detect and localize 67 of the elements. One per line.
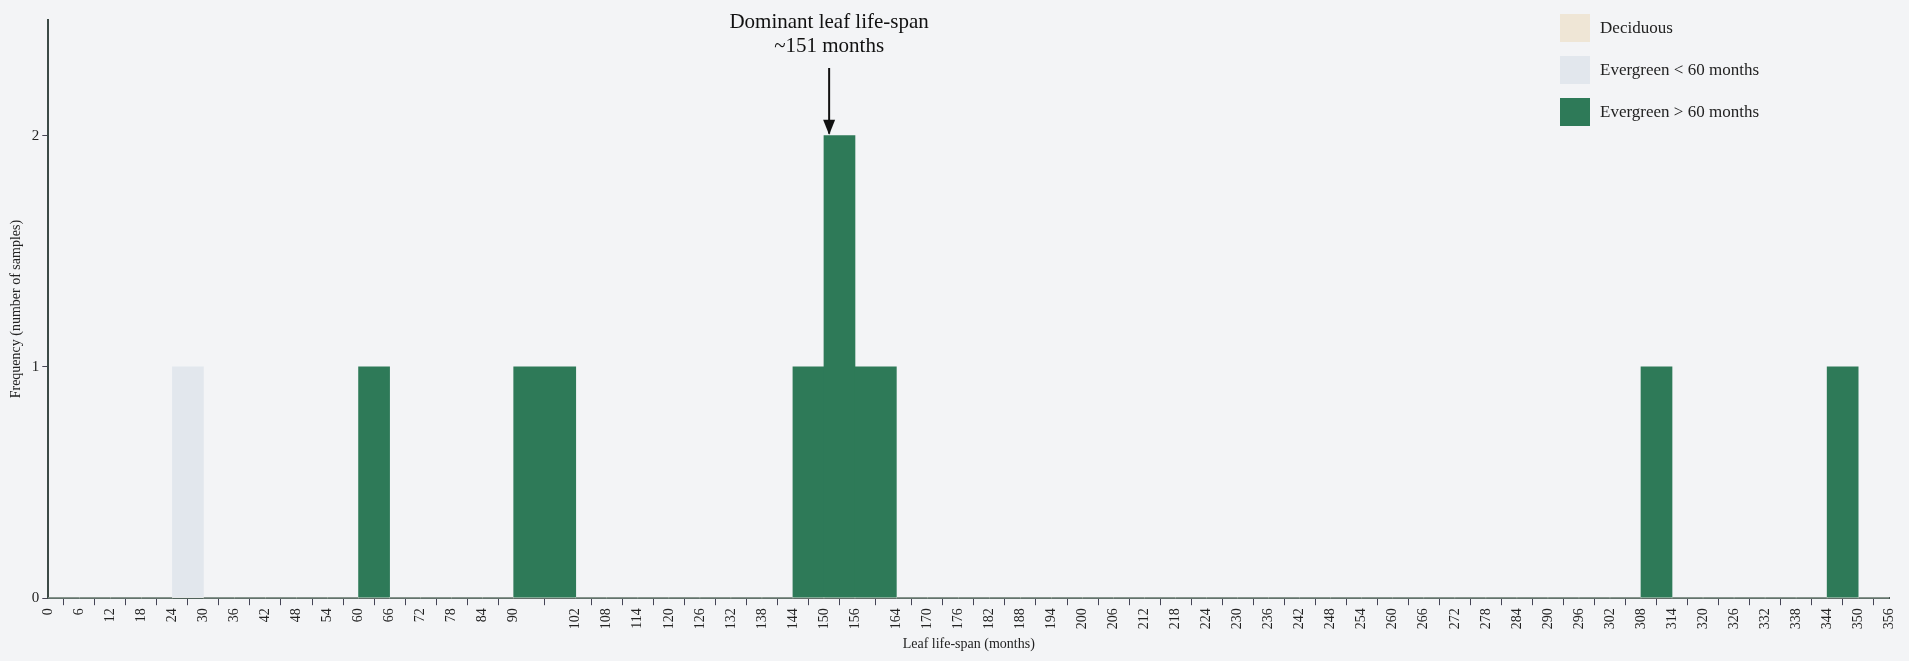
x-tick-label: 60 xyxy=(350,608,366,623)
x-tick-label: 126 xyxy=(691,608,707,630)
x-tick-label: 332 xyxy=(1756,608,1772,630)
x-tick-label: 296 xyxy=(1570,608,1586,630)
x-tick-label: 344 xyxy=(1818,608,1834,630)
x-tick-label: 170 xyxy=(919,608,935,630)
x-tick-label: 326 xyxy=(1725,608,1741,630)
x-tick-label: 290 xyxy=(1539,608,1555,630)
x-tick-label: 266 xyxy=(1415,608,1431,630)
x-tick-label: 78 xyxy=(443,608,459,623)
x-tick-label: 48 xyxy=(288,608,304,623)
x-tick-label: 188 xyxy=(1012,608,1028,630)
x-tick-label: 236 xyxy=(1260,608,1276,630)
x-tick-label: 314 xyxy=(1663,608,1679,630)
x-tick-label: 164 xyxy=(888,608,904,630)
x-tick-label: 182 xyxy=(981,608,997,630)
x-tick-label: 218 xyxy=(1167,608,1183,630)
x-tick-label: 272 xyxy=(1446,608,1462,630)
x-tick-label: 200 xyxy=(1074,608,1090,630)
x-tick-label: 42 xyxy=(257,608,273,623)
x-tick-label: 242 xyxy=(1291,608,1307,630)
y-tick-label: 2 xyxy=(31,126,40,143)
x-tick-label: 144 xyxy=(784,608,800,630)
y-axis-title: Frequency (number of samples) xyxy=(8,219,25,399)
x-tick-label: 114 xyxy=(629,608,645,629)
annotation: Dominant leaf life-span ~151 months xyxy=(729,9,930,58)
x-tick-label: 260 xyxy=(1384,608,1400,630)
x-tick-label: 206 xyxy=(1105,608,1121,630)
legend-label: Evergreen < 60 months xyxy=(1600,60,1759,80)
x-tick-label: 224 xyxy=(1198,608,1214,630)
x-tick-label: 302 xyxy=(1601,608,1617,630)
x-tick-label: 320 xyxy=(1694,608,1710,630)
y-tick-label: 1 xyxy=(31,357,40,374)
x-tick-label: 284 xyxy=(1508,608,1524,630)
x-tick-label: 308 xyxy=(1632,608,1648,630)
x-tick-label: 176 xyxy=(950,608,966,630)
x-tick-label: 108 xyxy=(598,608,614,630)
x-tick-label: 338 xyxy=(1787,608,1803,630)
x-axis-title: Leaf life-span (months) xyxy=(902,636,1036,653)
x-tick-label: 278 xyxy=(1477,608,1493,630)
x-tick-label: 66 xyxy=(381,608,397,623)
x-tick-label: 18 xyxy=(133,608,149,623)
x-tick-label: 36 xyxy=(226,608,242,623)
x-tick-label: 138 xyxy=(753,608,769,630)
x-tick-label: 120 xyxy=(660,608,676,630)
x-tick-label: 150 xyxy=(815,608,831,630)
x-tick-label: 230 xyxy=(1229,608,1245,630)
x-tick-label: 248 xyxy=(1322,608,1338,630)
x-tick-label: 12 xyxy=(102,608,118,623)
x-tick-label: 102 xyxy=(567,608,583,630)
x-tick-label: 194 xyxy=(1043,608,1059,630)
legend-label: Evergreen > 60 months xyxy=(1600,102,1759,122)
x-tick-label: 132 xyxy=(722,608,738,630)
x-tick-label: 90 xyxy=(505,608,521,623)
x-tick-label: 212 xyxy=(1136,608,1152,630)
legend-label: Deciduous xyxy=(1600,18,1673,38)
x-tick-label: 54 xyxy=(319,608,335,623)
x-tick-label: 72 xyxy=(412,608,428,623)
x-tick-label: 0 xyxy=(39,608,55,616)
x-tick-label: 84 xyxy=(474,608,490,623)
x-tick-label: 6 xyxy=(71,608,86,616)
x-tick-label: 356 xyxy=(1880,608,1896,630)
x-tick-label: 30 xyxy=(195,608,211,623)
x-tick-label: 156 xyxy=(846,608,862,630)
x-tick-label: 24 xyxy=(164,608,180,623)
x-tick-label: 350 xyxy=(1849,608,1865,630)
x-tick-label: 254 xyxy=(1353,608,1369,630)
